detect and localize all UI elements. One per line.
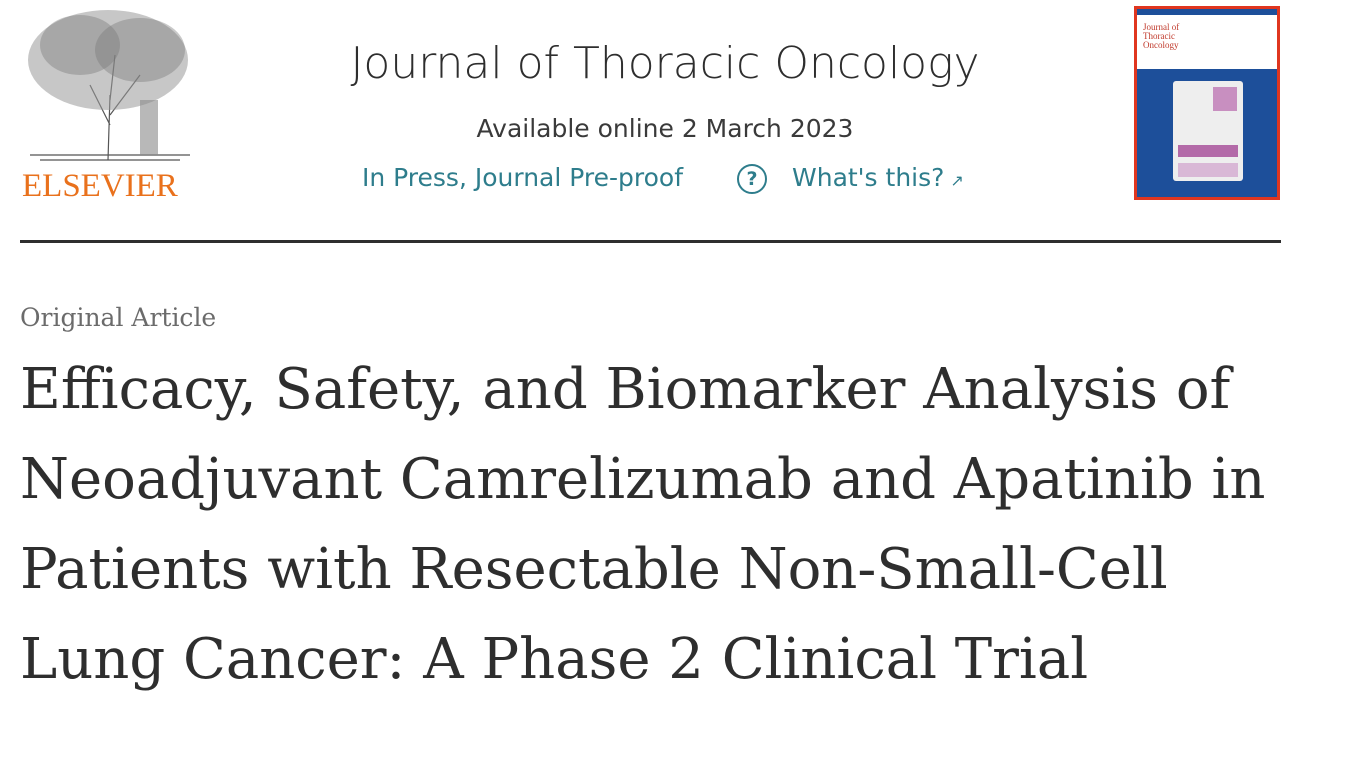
cover-header: Journal of Thoracic Oncology: [1137, 15, 1277, 69]
cover-title: Journal of Thoracic Oncology: [1143, 22, 1180, 50]
elsevier-wordmark: ELSEVIER: [22, 168, 178, 204]
article-type: Original Article: [20, 303, 217, 332]
journal-cover-image[interactable]: Journal of Thoracic Oncology: [1134, 6, 1280, 200]
whats-this-label[interactable]: What's this?: [792, 163, 945, 192]
pre-proof-status: In Press, Journal Pre-proof: [362, 163, 684, 192]
header-divider: [20, 240, 1281, 243]
external-arrow-icon: ↗: [950, 171, 964, 190]
question-circle-icon[interactable]: ?: [737, 164, 767, 194]
journal-title[interactable]: Journal of Thoracic Oncology: [350, 38, 980, 89]
whats-this-link[interactable]: What's this? ↗: [792, 163, 964, 192]
available-online-date: Available online 2 March 2023: [476, 114, 854, 143]
article-title: Efficacy, Safety, and Biomarker Analysis…: [20, 357, 1266, 692]
cover-figure: [1173, 81, 1243, 181]
tree-logo-icon: [28, 10, 190, 161]
elsevier-logo[interactable]: [20, 5, 196, 205]
